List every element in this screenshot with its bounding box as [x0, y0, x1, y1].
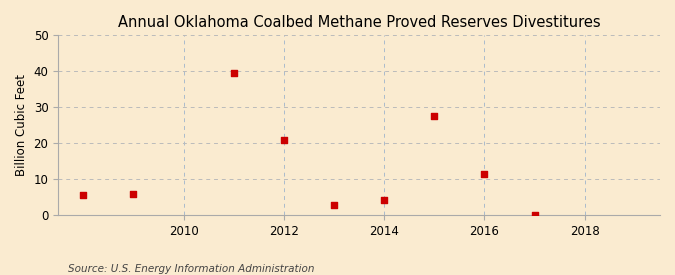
Point	[128, 191, 139, 196]
Point	[479, 172, 490, 176]
Point	[228, 71, 239, 75]
Text: Source: U.S. Energy Information Administration: Source: U.S. Energy Information Administ…	[68, 264, 314, 274]
Point	[78, 193, 88, 198]
Point	[429, 114, 439, 119]
Point	[379, 198, 389, 202]
Point	[329, 203, 340, 207]
Title: Annual Oklahoma Coalbed Methane Proved Reserves Divestitures: Annual Oklahoma Coalbed Methane Proved R…	[117, 15, 600, 30]
Point	[529, 212, 540, 217]
Y-axis label: Billion Cubic Feet: Billion Cubic Feet	[15, 74, 28, 176]
Point	[279, 138, 290, 142]
